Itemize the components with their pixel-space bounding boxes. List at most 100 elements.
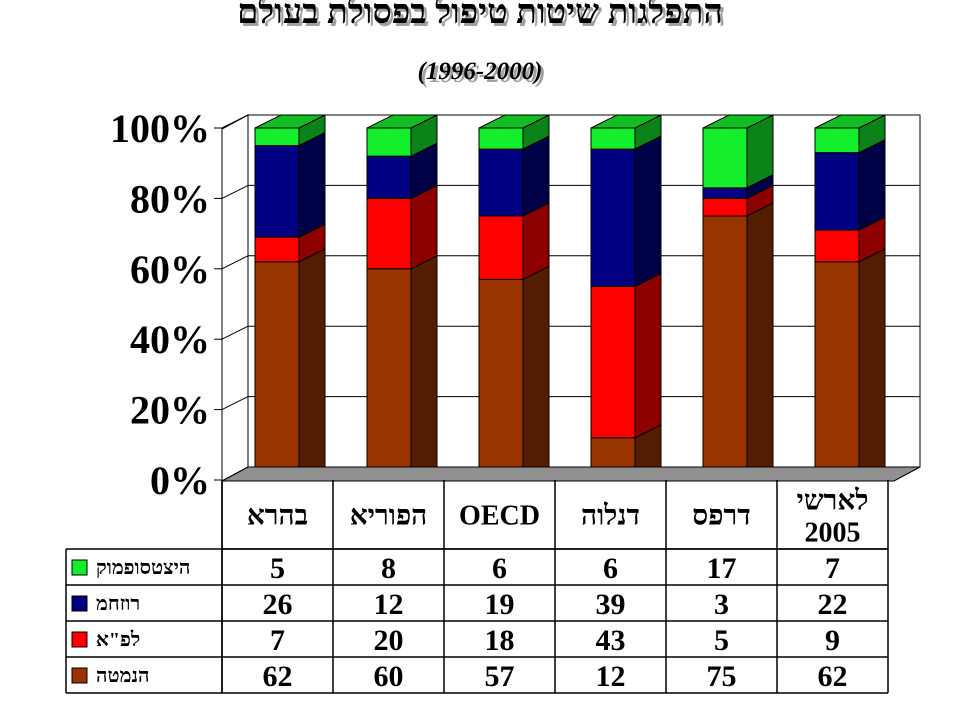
bar-segment-front bbox=[254, 236, 300, 263]
bar-segment bbox=[814, 216, 886, 263]
bar-segment-front bbox=[478, 148, 524, 217]
data-label: 6 bbox=[603, 552, 618, 585]
bar-segment-side bbox=[746, 202, 774, 481]
legend-label: רוזחמ bbox=[96, 593, 140, 615]
bar-segment bbox=[478, 135, 550, 217]
data-label: 7 bbox=[270, 624, 285, 657]
bar-segment-side bbox=[858, 138, 886, 231]
data-label: 20 bbox=[374, 624, 404, 657]
y-tick-label: 40% bbox=[130, 317, 210, 362]
y-tick-label: 20% bbox=[130, 388, 210, 433]
bar-segment bbox=[590, 114, 662, 150]
legend-label: הנמטה bbox=[96, 665, 149, 687]
x-category-label: דנלוה bbox=[581, 501, 640, 532]
bars bbox=[254, 114, 886, 481]
bar-segment-front bbox=[478, 215, 524, 280]
bar-segment-front bbox=[366, 155, 412, 199]
x-category-label: 2005 bbox=[805, 518, 861, 549]
plot-side-wall bbox=[221, 114, 249, 482]
x-category-label: OECD bbox=[459, 501, 540, 532]
bar-segment-front bbox=[814, 229, 860, 263]
bar-segment-side bbox=[298, 247, 326, 481]
bar-segment-front bbox=[702, 197, 748, 217]
gridline-side bbox=[221, 114, 249, 129]
bar-top bbox=[478, 114, 550, 129]
bar-top bbox=[254, 114, 326, 129]
x-category-label: לארשי bbox=[797, 486, 869, 517]
bar-segment-front bbox=[814, 127, 860, 154]
data-label: 5 bbox=[270, 552, 285, 585]
data-label: 5 bbox=[714, 624, 729, 657]
gridline-side bbox=[221, 255, 249, 270]
bar-top bbox=[366, 114, 438, 129]
bar-segment bbox=[702, 114, 774, 189]
data-label: 12 bbox=[374, 588, 404, 621]
bar-segment-front bbox=[366, 197, 412, 270]
plot-floor bbox=[221, 466, 921, 482]
data-label: 18 bbox=[485, 624, 515, 657]
bar-segment bbox=[366, 254, 438, 481]
bar-segment-front bbox=[590, 127, 636, 150]
y-tick-label: 0% bbox=[150, 458, 210, 503]
bar-segment bbox=[254, 131, 326, 238]
bar-segment bbox=[814, 114, 886, 154]
data-label: 8 bbox=[381, 552, 396, 585]
legend-swatch bbox=[71, 631, 88, 648]
data-label: 7 bbox=[825, 552, 840, 585]
x-category-label: דרפס bbox=[692, 501, 750, 532]
legend-swatch bbox=[71, 595, 88, 612]
bar-segment-front bbox=[702, 215, 748, 481]
data-label: 17 bbox=[707, 552, 737, 585]
data-label: 9 bbox=[825, 624, 840, 657]
bar-segment-front bbox=[702, 187, 748, 199]
bar-segment bbox=[254, 114, 326, 147]
data-label: 3 bbox=[714, 588, 729, 621]
y-tick-label: 80% bbox=[130, 176, 210, 221]
bar-top bbox=[702, 114, 774, 129]
bar-segment-side bbox=[522, 135, 550, 217]
bar-segment-front bbox=[590, 285, 636, 439]
data-label: 22 bbox=[818, 588, 848, 621]
data-label: 19 bbox=[485, 588, 515, 621]
bar-segment bbox=[366, 142, 438, 200]
bar-segment bbox=[702, 202, 774, 481]
bar-segment-front bbox=[366, 268, 412, 481]
data-label: 43 bbox=[596, 624, 626, 657]
bar-top bbox=[590, 114, 662, 129]
bar-segment bbox=[366, 184, 438, 270]
data-label: 62 bbox=[818, 660, 848, 693]
bar-segment-front bbox=[254, 145, 300, 238]
y-tick-label: 100% bbox=[110, 106, 210, 151]
bar-segment-front bbox=[814, 152, 860, 231]
data-label: 57 bbox=[485, 660, 515, 693]
bar-segment-front bbox=[702, 127, 748, 189]
gridline-side bbox=[221, 184, 249, 199]
bar-segment bbox=[478, 114, 550, 150]
bar-segment-front bbox=[254, 127, 300, 147]
data-label: 62 bbox=[263, 660, 293, 693]
bar-segment bbox=[366, 114, 438, 157]
bar-segment-side bbox=[298, 131, 326, 238]
bar-segment bbox=[478, 265, 550, 481]
data-label: 26 bbox=[263, 588, 293, 621]
bar-segment-front bbox=[366, 127, 412, 157]
bar-segment-side bbox=[410, 254, 438, 481]
bar-segment bbox=[590, 135, 662, 288]
bar-segment-front bbox=[478, 127, 524, 150]
bar-segment bbox=[254, 247, 326, 481]
legend-swatch bbox=[71, 667, 88, 684]
data-label: 75 bbox=[707, 660, 737, 693]
bar-top bbox=[814, 114, 886, 129]
data-label: 12 bbox=[596, 660, 626, 693]
bar-segment bbox=[590, 272, 662, 439]
y-tick-label: 60% bbox=[130, 247, 210, 292]
chart-subtitle: (1996-2000) bbox=[417, 58, 543, 85]
chart-title: התפלגות שיטות טיפול בפסולת בעולם bbox=[237, 0, 723, 31]
bar-segment-front bbox=[254, 261, 300, 481]
bar-segment-front bbox=[814, 261, 860, 481]
bar-segment bbox=[814, 138, 886, 231]
bar-segment-side bbox=[522, 265, 550, 481]
bar-segment-side bbox=[410, 184, 438, 270]
